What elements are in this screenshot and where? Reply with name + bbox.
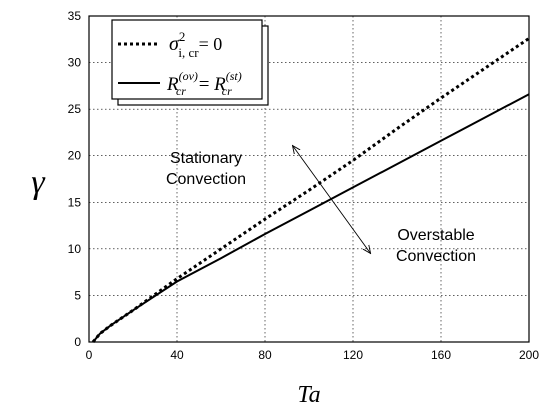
y-tick-label: 35 [68, 9, 82, 23]
legend-label-1: σ2 i, cr= 0 [169, 29, 222, 60]
x-tick-label: 200 [519, 348, 539, 362]
legend-label-2-rhs-sup: (st) [226, 69, 242, 83]
legend-label-2-lhs: R [166, 74, 179, 95]
y-axis-label: γ [31, 164, 46, 201]
x-axis-label: Ta [297, 382, 320, 408]
annotation-overstable-line: Overstable [397, 227, 474, 244]
y-tick-label: 10 [68, 242, 82, 256]
y-tick-label: 15 [68, 195, 82, 209]
plot-frame [88, 15, 530, 343]
legend-label-2-eq: = [194, 74, 214, 95]
legend-label-2-lhs-sup: (ov) [179, 69, 198, 83]
x-tick-label: 120 [343, 348, 363, 362]
y-tick-label: 30 [68, 56, 82, 70]
tick-labels: 0 40 80 120 160 200 0 5 10 15 20 25 30 35 [68, 9, 540, 362]
legend-label-2-rhs: R [213, 74, 226, 95]
legend-box [111, 19, 263, 100]
legend-label-2: R(ov) cr = R(st) cr [166, 69, 242, 98]
annotation-stationary-line: Convection [166, 171, 246, 188]
x-tick-label: 160 [431, 348, 451, 362]
x-tick-label: 0 [86, 348, 93, 362]
y-tick-label: 0 [74, 335, 81, 349]
annotations: Stationary Convection Overstable Convection [166, 145, 476, 265]
legend-label-1-sub: i, cr [178, 45, 199, 60]
series-line-solid [92, 93, 530, 343]
legend-label-1-tail: = 0 [199, 34, 223, 54]
y-tick-label: 20 [68, 149, 82, 163]
legend-label-2-lhs-sub: cr [176, 84, 186, 98]
legend-label-2-rhs-sub: cr [222, 84, 232, 98]
x-tick-label: 40 [170, 348, 184, 362]
y-tick-label: 5 [74, 288, 81, 302]
annotation-overstable-line: Convection [396, 248, 476, 265]
y-tick-label: 25 [68, 102, 82, 116]
legend-label-1-sup: 2 [179, 29, 186, 44]
double-arrow [293, 145, 371, 253]
annotation-stationary-line: Stationary [170, 150, 242, 167]
x-tick-label: 80 [258, 348, 272, 362]
series-group [91, 37, 530, 343]
legend: σ2 i, cr= 0R(ov) cr = R(st) cr [111, 19, 269, 106]
